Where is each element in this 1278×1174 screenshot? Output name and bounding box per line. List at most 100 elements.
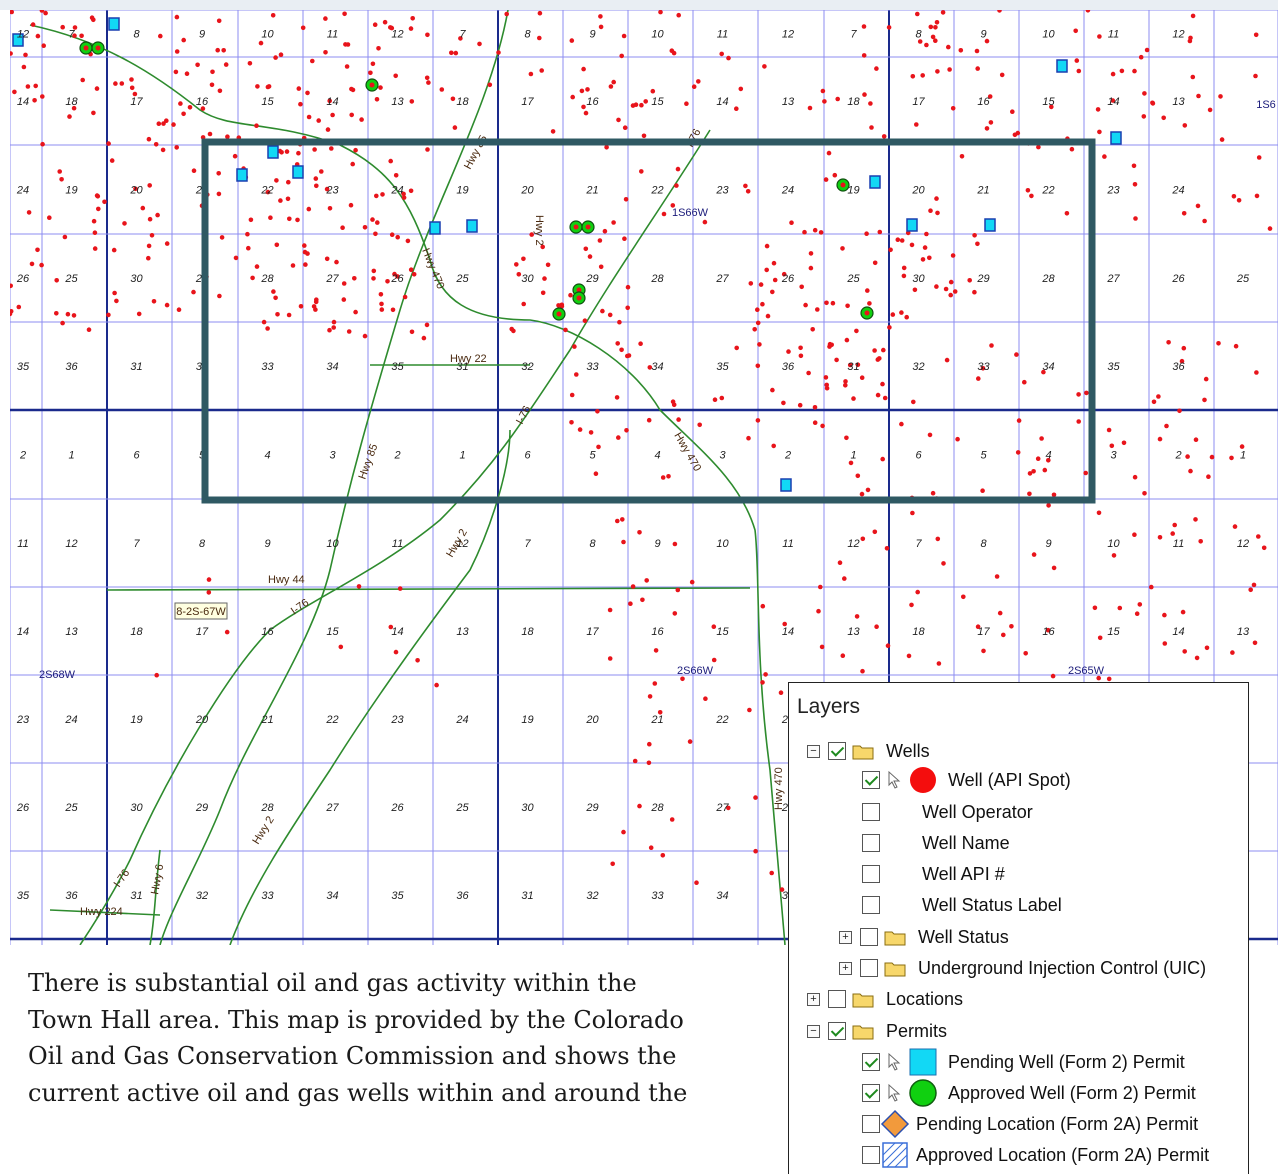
well-dot [743,183,748,189]
section-number: 23 [1106,185,1120,197]
expand-icon[interactable]: + [807,992,820,1006]
section-number: 14 [716,96,728,108]
well-dot [726,805,731,811]
well-dot [758,282,764,287]
well-dot [375,220,380,225]
pending-well-permit [869,175,881,189]
layer-checkbox-approved-location-permit[interactable] [862,1146,880,1164]
well-dot [684,101,689,106]
well-dot [1233,343,1239,349]
well-dot [622,236,627,241]
well-dot [112,290,117,296]
well-dot [542,276,547,281]
well-dot [54,278,59,283]
well-dot [622,125,628,130]
well-dot [1253,73,1258,79]
road-label: Hwy 22 [450,353,487,365]
well-dot [765,313,771,319]
well-dot [844,337,850,343]
well-dot [379,307,385,312]
caption-line: Town Hall area. This map is provided by … [28,1005,684,1034]
well-dot [1121,440,1127,446]
well-dot [330,112,335,118]
well-dot [807,105,813,111]
well-dot [895,237,901,242]
well-dot [980,366,986,371]
well-dot [869,125,874,130]
layer-checkbox-locations[interactable] [828,990,846,1008]
well-dot [57,169,62,174]
well-dot [67,114,72,119]
well-dot [368,70,373,76]
well-dot [62,234,68,240]
layer-checkbox-well-api[interactable] [862,865,880,883]
well-dot [763,672,768,677]
section-number: 17 [977,626,990,638]
highway-line [159,10,509,945]
well-dot [362,225,368,230]
well-dot [217,293,222,299]
well-dot [146,255,151,261]
well-dot [261,319,267,325]
well-dot [43,10,48,16]
well-dot [625,305,630,311]
collapse-icon[interactable]: − [807,1024,820,1038]
well-dot [640,597,645,603]
well-dot [1267,226,1273,231]
well-dot [91,218,97,224]
layer-checkbox-well-name[interactable] [862,834,880,852]
well-dot [819,644,825,650]
well-dot [994,574,1000,579]
well-dot [997,610,1003,616]
well-dot [80,77,85,83]
well-dot [408,26,414,31]
section-number: 33 [977,361,990,373]
well-dot [967,278,972,283]
well-dot [325,127,331,132]
layer-checkbox-permits[interactable] [828,1022,846,1040]
expand-icon[interactable]: + [839,961,852,975]
section-number: 31 [130,361,142,373]
layer-checkbox-approved-well-permit[interactable] [862,1084,880,1102]
layer-row-well-status: + Well Status [839,924,1009,950]
section-number: 27 [325,273,339,285]
layer-checkbox-uic[interactable] [860,959,878,977]
road-label: Hwy 6 [149,863,166,895]
well-dot [60,24,65,30]
well-dot [769,870,774,876]
section-number: 9 [199,29,205,41]
well-dot [859,375,865,381]
well-dot [323,16,328,21]
well-dot [434,682,439,688]
well-dot [747,707,752,713]
layer-checkbox-wells[interactable] [828,742,846,760]
well-dot [1023,651,1028,656]
section-number: 30 [130,802,143,814]
well-dot [602,228,608,234]
well-dot [639,169,644,174]
section-number: 15 [1107,626,1120,638]
well-dot [374,97,380,102]
well-dot [812,420,818,426]
well-dot [72,25,78,30]
layer-checkbox-well-operator[interactable] [862,803,880,821]
section-number: 24 [1171,185,1184,197]
expand-icon[interactable]: + [839,930,852,944]
well-dot [92,246,98,251]
section-number: 7 [915,538,922,550]
layer-checkbox-pending-well-permit[interactable] [862,1053,880,1071]
well-dot [1035,456,1041,462]
layer-checkbox-well-api-spot[interactable] [862,771,880,789]
well-dot [672,611,678,616]
well-map[interactable]: 12 7 8 9 10 11 12 7 8 9 10 11 12 7 8 9 10 11 12 14 18 17 16 15 1… [10,10,1278,945]
layer-checkbox-well-status[interactable] [860,928,878,946]
pointer-cursor-icon [888,1052,901,1071]
section-number: 8 [133,29,140,41]
collapse-icon[interactable]: − [807,744,820,758]
layer-checkbox-pending-location-permit[interactable] [862,1115,880,1133]
section-number: 12 [847,538,859,550]
well-dot [453,50,459,56]
section-number: 10 [651,29,664,41]
layer-checkbox-well-status-label[interactable] [862,896,880,914]
